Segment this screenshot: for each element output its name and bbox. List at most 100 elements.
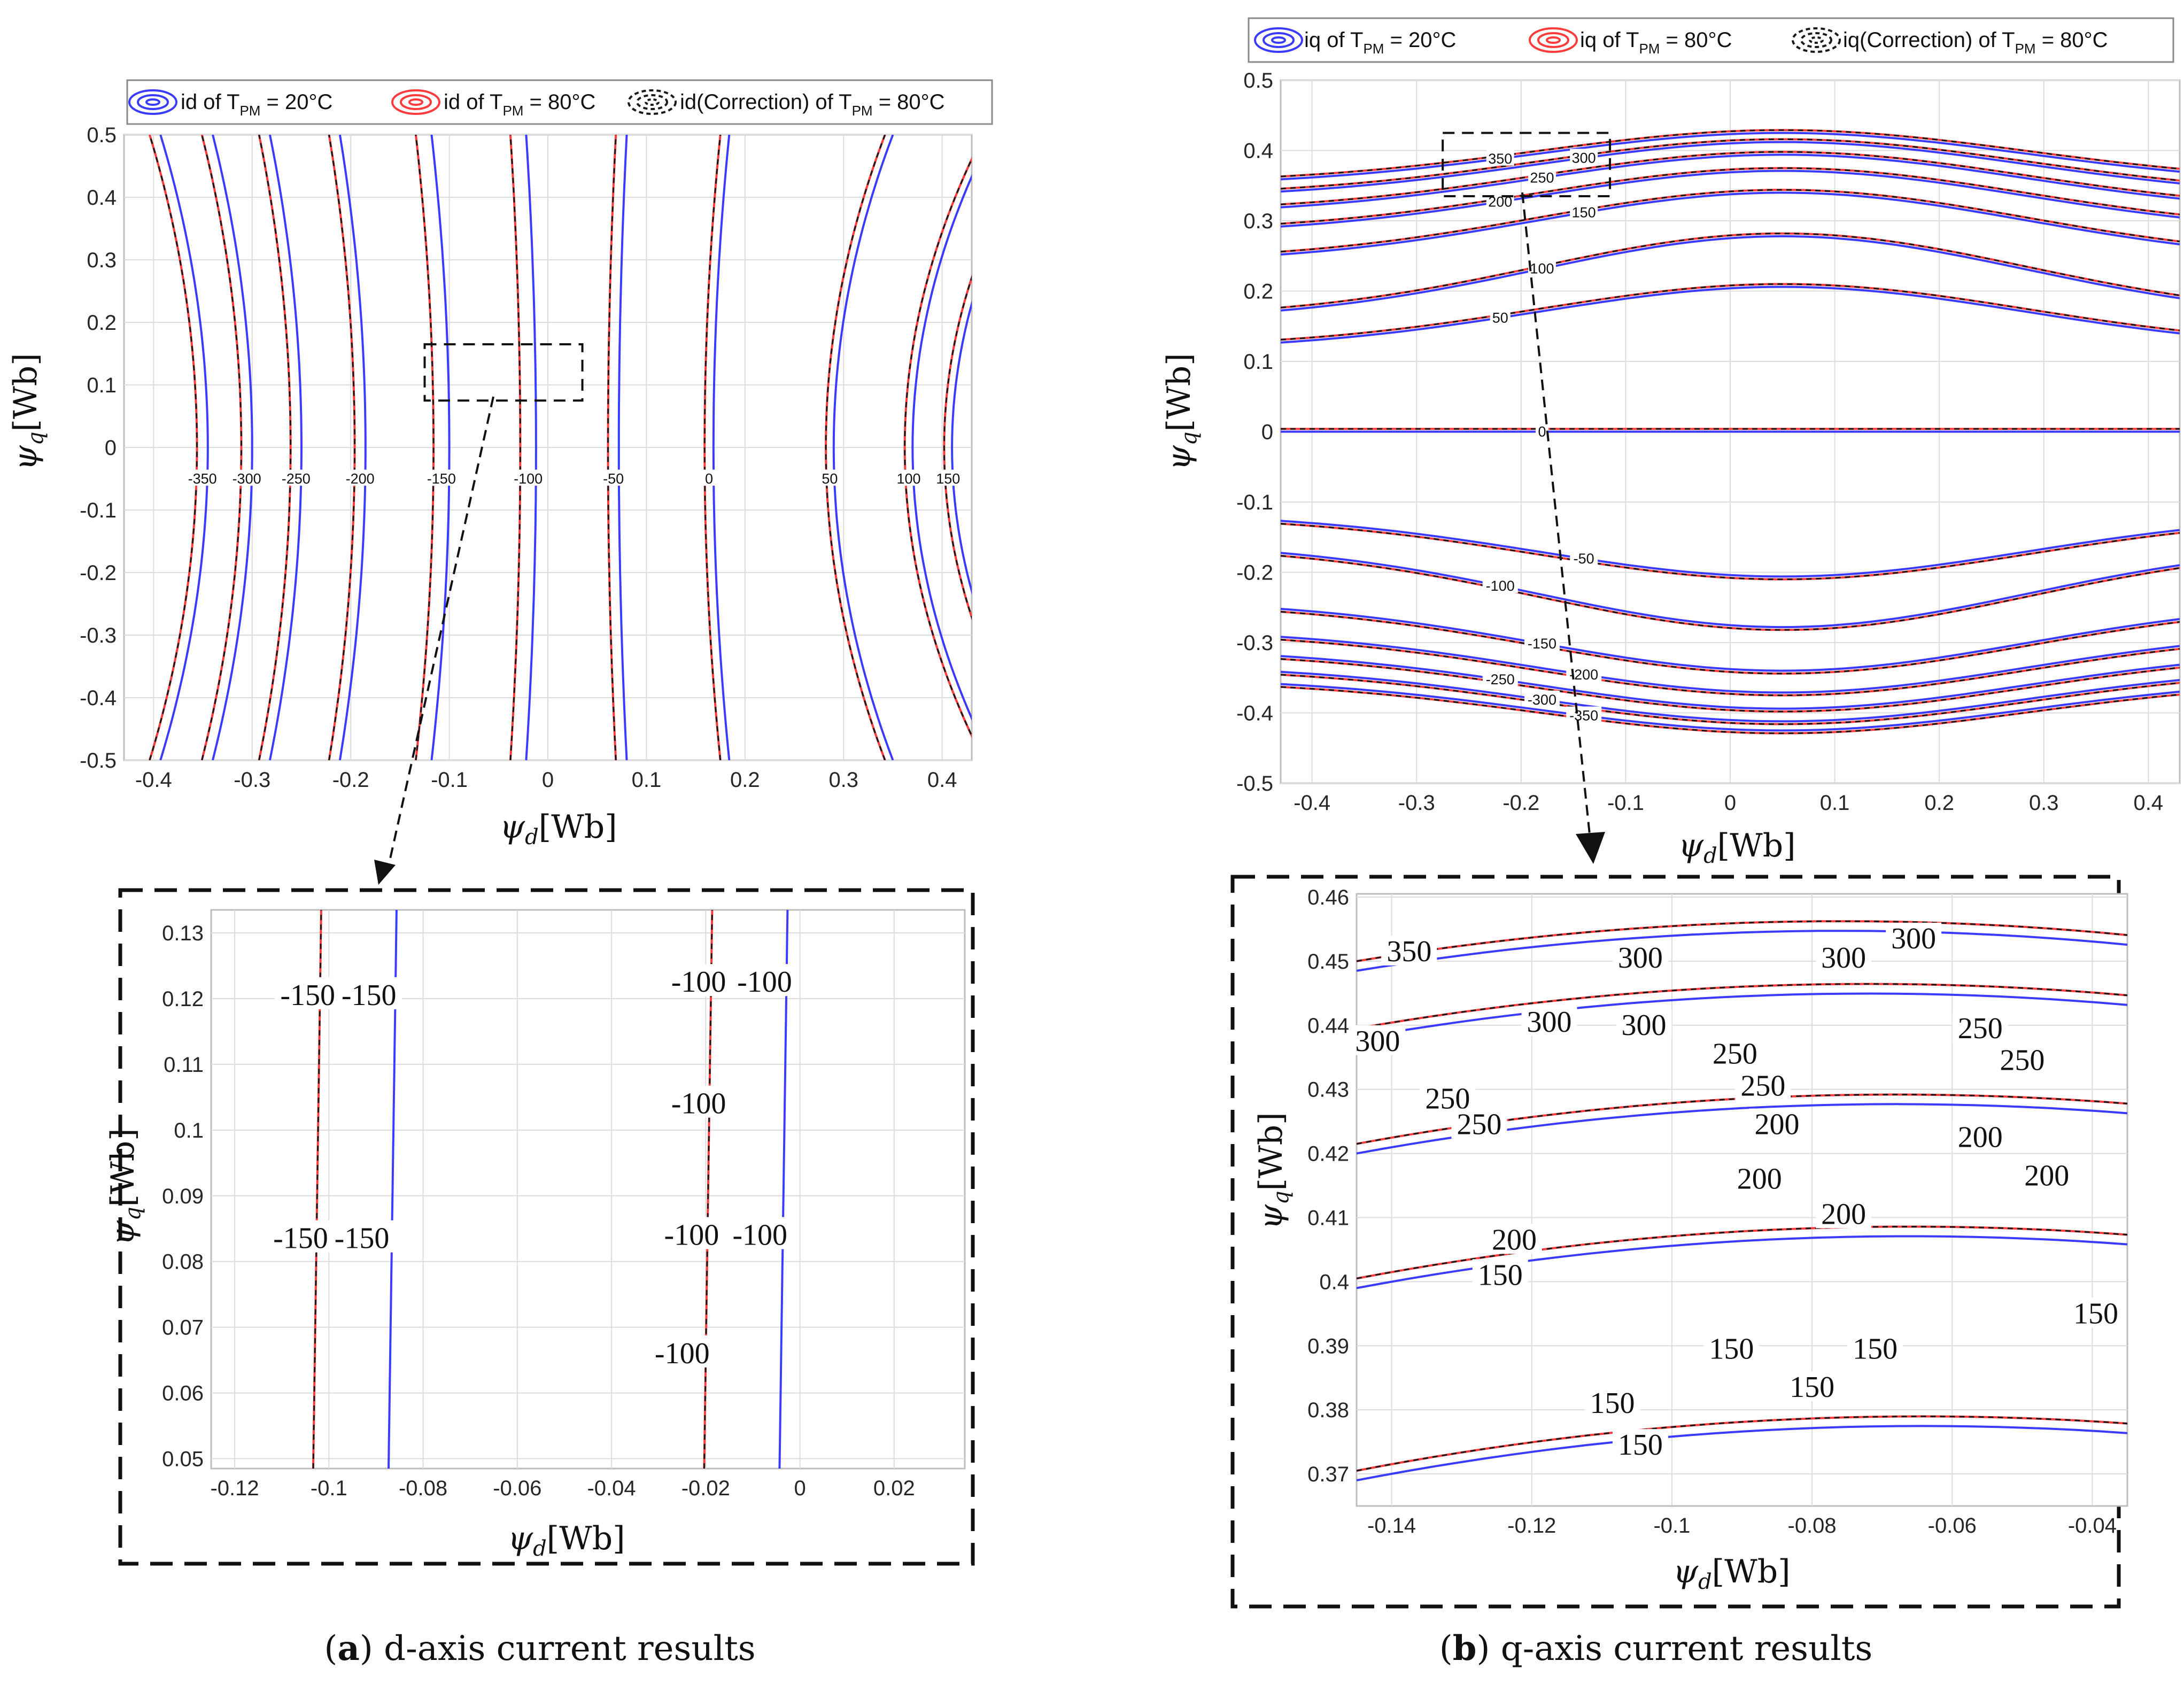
legend-swatch-a-t20	[128, 89, 177, 115]
contour-label-bg	[1566, 706, 1602, 723]
y-tick-label: 0.4	[1243, 140, 1273, 163]
contour-line-correction	[509, 135, 521, 760]
contour-level-250	[1008, 135, 1129, 760]
contour-label: -150	[427, 471, 456, 487]
contour-label: 100	[896, 471, 920, 487]
zoom-label-bg	[1784, 1371, 1840, 1402]
y-tick-label: 0.45	[1307, 950, 1349, 974]
contour-label: 300	[1572, 150, 1596, 166]
contour-line-correction	[1357, 1226, 2127, 1279]
contour-line-t20	[1281, 169, 2180, 228]
y-tick-label: 0.05	[162, 1448, 204, 1471]
contour-level--200	[328, 135, 367, 760]
contour-line-t20	[832, 135, 894, 760]
y-tick-label: -0.2	[80, 561, 117, 585]
contour-level--100	[509, 135, 537, 760]
y-tick-label: 0.11	[164, 1053, 204, 1077]
contour-label: -350	[1569, 708, 1598, 724]
x-tick-label: -0.06	[1928, 1514, 1977, 1538]
contour-label-bg	[1524, 635, 1560, 651]
zoom-label-bg	[1451, 1108, 1507, 1139]
contour-line-t20	[981, 135, 1090, 760]
zoom-contour-label: -150	[273, 1222, 328, 1255]
contour-line-correction	[1357, 920, 2127, 962]
zoom-contour-label: 200	[1755, 1108, 1800, 1141]
contour-line-correction	[149, 135, 198, 760]
x-tick-label: 0.3	[828, 768, 858, 792]
contour-line-t80	[1008, 135, 1121, 760]
contour-label: -100	[1486, 578, 1515, 594]
contour-line-t20	[430, 135, 451, 760]
zoom-label-bg	[1952, 1121, 2008, 1152]
x-tick-label: 0.4	[2134, 791, 2164, 815]
zoom-x-axis-label-a: ψd[Wb]	[508, 1520, 625, 1561]
zoom-label-bg	[1381, 935, 1437, 965]
legend-box-b	[1248, 17, 2174, 63]
zoom-label-bg	[1472, 1259, 1528, 1289]
contour-level-50	[825, 135, 894, 760]
y-tick-label: 0.42	[1307, 1142, 1349, 1166]
contour-level--50	[1281, 520, 2180, 581]
zoom-label-bg	[1816, 941, 1872, 972]
legend-label-b-t20: iq of TPM = 20°C	[1304, 28, 1456, 57]
contour-level--250	[258, 135, 303, 760]
contour-line-correction	[415, 135, 435, 760]
zoom-label-bg	[1612, 1429, 1668, 1459]
legend-label-b-t80: iq of TPM = 80°C	[1580, 28, 1732, 57]
arrowhead-b	[1576, 832, 1605, 864]
y-tick-label: -0.5	[80, 749, 117, 773]
y-tick-label: 0.07	[162, 1316, 204, 1340]
zoom-label-bg	[658, 1217, 725, 1249]
y-tick-label: 0.3	[87, 249, 117, 272]
x-tick-label: -0.4	[1294, 791, 1330, 815]
contour-label-bg	[599, 469, 628, 486]
contour-label: 150	[936, 471, 960, 487]
contour-line-t20	[1281, 655, 2180, 710]
zoom-label-bg	[1886, 922, 1942, 953]
zoom-contour-300	[1357, 983, 2127, 1039]
contour-line-t20	[1281, 235, 2180, 312]
legend-swatch-b-corr	[1792, 27, 1841, 53]
inset-marker-a	[423, 343, 584, 402]
y-axis-label-b: ψq[Wb]	[1160, 353, 1202, 470]
contour-label: -250	[282, 471, 311, 487]
zoom-label-bg	[731, 964, 798, 997]
x-tick-label: 0.4	[927, 768, 957, 792]
contour-line-t20	[1281, 636, 2180, 694]
zoom-label-bg	[1612, 941, 1668, 972]
x-tick-label: 0	[794, 1477, 806, 1500]
zoom-contour-label: 150	[1618, 1428, 1663, 1462]
contour-label: 250	[1530, 169, 1554, 186]
zoom-contour-label: -100	[737, 965, 792, 999]
zoom-label-bg	[1749, 1108, 1805, 1139]
contour-label: -300	[1528, 692, 1556, 708]
x-tick-label: -0.1	[1653, 1514, 1690, 1538]
x-tick-label: 0	[542, 768, 554, 792]
zoom-label-bg	[649, 1335, 716, 1368]
contour-line-correction	[1281, 639, 2180, 697]
contour-level-350	[1281, 129, 2180, 181]
y-tick-label: 0.08	[162, 1250, 204, 1274]
contour-label-bg	[894, 469, 923, 486]
zoom-label-bg	[2068, 1297, 2124, 1328]
zoom-label-bg	[1703, 1333, 1760, 1363]
zoom-contour-label: 200	[1958, 1121, 2003, 1154]
y-tick-label: -0.5	[1236, 772, 1273, 795]
zoom-contour-label: 300	[1355, 1025, 1400, 1058]
zoom-contour-label: 300	[1891, 922, 1936, 955]
contour-label: -200	[346, 471, 375, 487]
y-tick-label: 0	[1261, 421, 1273, 444]
zoom-label-bg	[1731, 1163, 1787, 1193]
contour-label-bg	[1528, 168, 1556, 185]
y-tick-label: 0.39	[1307, 1334, 1349, 1358]
zoom-label-bg	[1952, 1012, 2008, 1042]
y-tick-label: -0.1	[80, 499, 117, 522]
zoom-contour-350	[1357, 920, 2127, 972]
contour-line-correction	[1281, 686, 2180, 735]
x-tick-label: -0.12	[1507, 1514, 1556, 1538]
x-tick-label: 0	[1724, 791, 1736, 815]
contour-line-correction	[1281, 189, 2180, 253]
contour-line-t20	[1281, 285, 2180, 344]
x-tick-label: -0.08	[1788, 1514, 1837, 1538]
chart-a-zoom: -150 -150-150 -150-100 -100-100-100 -100-100…	[104, 888, 975, 1566]
